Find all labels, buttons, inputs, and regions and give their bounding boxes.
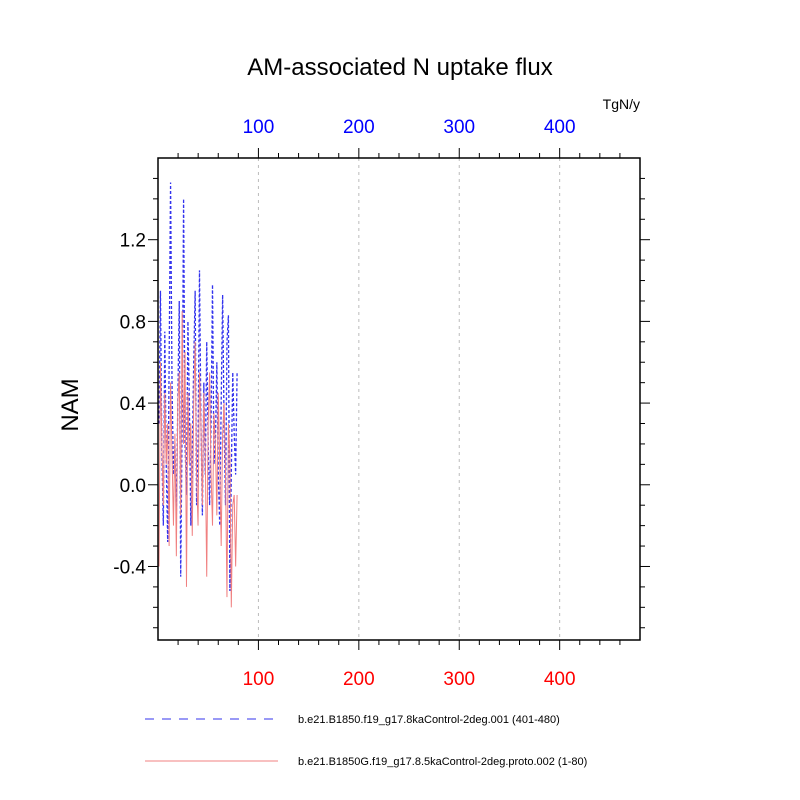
x-tick-label-top: 400 — [544, 117, 576, 138]
chart-title: AM-associated N uptake flux — [247, 54, 552, 81]
x-tick-label-bottom: 400 — [544, 669, 576, 690]
y-axis-label: NAM — [57, 378, 84, 431]
y-tick-label: 1.2 — [120, 231, 146, 252]
legend-label-1: b.e21.B1850.f19_g17.8kaControl-2deg.001 … — [298, 714, 560, 726]
series-line-1 — [158, 182, 238, 591]
series-line-2 — [158, 311, 238, 608]
units-label: TgN/y — [603, 96, 640, 112]
x-tick-label-bottom: 200 — [343, 669, 375, 690]
axis-layer: 100 100 200 200 300 300 400 400 -0.4 0.0 0.4 0.8 1.2 — [113, 117, 650, 690]
y-tick-label: 0.0 — [120, 476, 146, 497]
x-tick-label-bottom: 300 — [443, 669, 475, 690]
y-tick-label: 0.4 — [120, 394, 147, 415]
x-tick-label-top: 200 — [343, 117, 375, 138]
grid-layer — [257, 158, 561, 640]
x-tick-label-top: 100 — [243, 117, 275, 138]
x-tick-label-bottom: 100 — [243, 669, 275, 690]
legend-label-2: b.e21.B1850G.f19_g17.8.5kaControl-2deg.p… — [298, 756, 587, 768]
x-tick-label-top: 300 — [443, 117, 475, 138]
legend: b.e21.B1850.f19_g17.8kaControl-2deg.001 … — [145, 714, 587, 768]
y-tick-label: 0.8 — [120, 312, 146, 333]
series-layer — [158, 182, 238, 608]
y-tick-label: -0.4 — [113, 557, 146, 578]
